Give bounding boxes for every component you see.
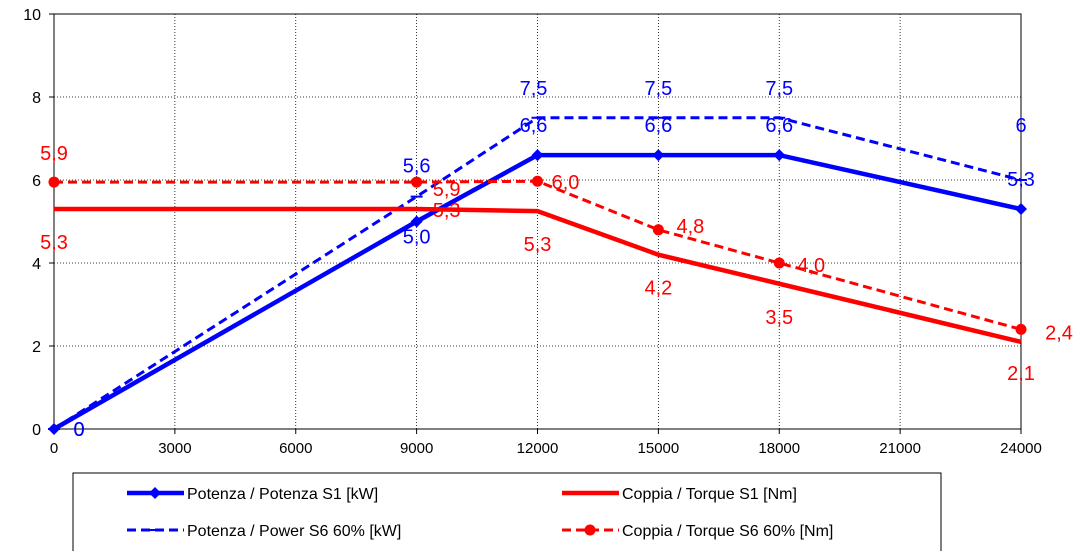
data-point-0 bbox=[531, 149, 544, 162]
series-line-3 bbox=[54, 179, 1022, 331]
x-tick-label: 12000 bbox=[517, 440, 559, 457]
data-label: 5,3 bbox=[40, 232, 68, 254]
data-label: 6,6 bbox=[644, 115, 672, 137]
y-tick-label: 6 bbox=[32, 173, 41, 190]
x-tick-label: 21000 bbox=[879, 440, 921, 457]
data-labels: 05,06,6 6,6 6,65,305,67,5 7,5 7,565,35,35,34… bbox=[40, 78, 1073, 441]
data-label: 7,5 bbox=[520, 78, 548, 100]
data-label: 5,0 bbox=[403, 227, 431, 249]
data-label: 6,6 bbox=[520, 115, 548, 137]
data-point-3 bbox=[48, 176, 60, 188]
data-label: 5,3 bbox=[433, 200, 461, 222]
series-line-1 bbox=[53, 116, 1022, 431]
legend-marker bbox=[584, 524, 596, 536]
data-label: 4,0 bbox=[797, 255, 825, 277]
legend-marker bbox=[149, 487, 161, 499]
data-point-3 bbox=[1015, 323, 1027, 335]
data-label: 0 bbox=[73, 419, 84, 441]
data-label: 4,8 bbox=[676, 216, 704, 238]
x-tick-label: 0 bbox=[50, 440, 58, 457]
data-point-3 bbox=[773, 257, 785, 269]
x-tick-label: 3000 bbox=[158, 440, 191, 457]
data-label: 0 bbox=[73, 419, 84, 441]
data-label: 3,5 bbox=[765, 307, 793, 329]
series-line-2 bbox=[54, 206, 1022, 345]
data-label: 5,9 bbox=[40, 143, 68, 165]
data-label: 2,1 bbox=[1007, 363, 1035, 385]
data-label: 4,2 bbox=[644, 278, 672, 300]
legend-label: Coppia / Torque S6 60% [Nm] bbox=[622, 523, 833, 540]
data-label: 7,5 bbox=[644, 78, 672, 100]
series-line-0 bbox=[52, 152, 1022, 431]
legend-box bbox=[72, 472, 942, 551]
legend-label: Potenza / Potenza S1 [kW] bbox=[187, 486, 378, 503]
y-tick-label: 0 bbox=[32, 422, 41, 439]
x-tick-label: 24000 bbox=[1000, 440, 1042, 457]
y-tick-label: 10 bbox=[23, 7, 41, 24]
axes: 0 3000 6000 9000 12000 15000 18000 21000 24000 0 2… bbox=[23, 7, 1042, 457]
y-tick-label: 8 bbox=[32, 90, 41, 107]
data-label: 7,5 bbox=[765, 78, 793, 100]
legend-label: Coppia / Torque S1 [Nm] bbox=[622, 486, 797, 503]
data-label: 5,3 bbox=[1007, 169, 1035, 191]
x-tick-label: 18000 bbox=[758, 440, 800, 457]
legend: Potenza / Potenza S1 [kW] Potenza / Power… bbox=[72, 472, 942, 551]
x-tick-label: 15000 bbox=[638, 440, 680, 457]
legend-label: Potenza / Power S6 60% [kW] bbox=[187, 523, 401, 540]
data-label: 5,9 bbox=[433, 179, 461, 201]
data-point-3 bbox=[532, 175, 543, 187]
y-tick-label: 2 bbox=[32, 339, 41, 356]
data-label: 5,6 bbox=[403, 156, 431, 178]
data-point-3 bbox=[652, 224, 664, 236]
data-point-3 bbox=[411, 176, 423, 188]
series-lines bbox=[48, 116, 1027, 435]
data-label: 2,4 bbox=[1045, 322, 1073, 344]
data-label: 6,6 bbox=[765, 115, 793, 137]
y-tick-label: 4 bbox=[32, 256, 41, 273]
data-point-0 bbox=[1015, 203, 1027, 216]
data-label: 5,3 bbox=[524, 234, 552, 256]
data-point-0 bbox=[652, 149, 665, 162]
data-label: 6,0 bbox=[552, 172, 580, 194]
x-tick-label: 6000 bbox=[279, 440, 312, 457]
x-tick-label: 9000 bbox=[400, 440, 433, 457]
grid bbox=[53, 13, 1022, 430]
data-label: 6 bbox=[1015, 115, 1026, 137]
data-point-0 bbox=[773, 149, 786, 162]
data-point-0 bbox=[410, 215, 423, 228]
